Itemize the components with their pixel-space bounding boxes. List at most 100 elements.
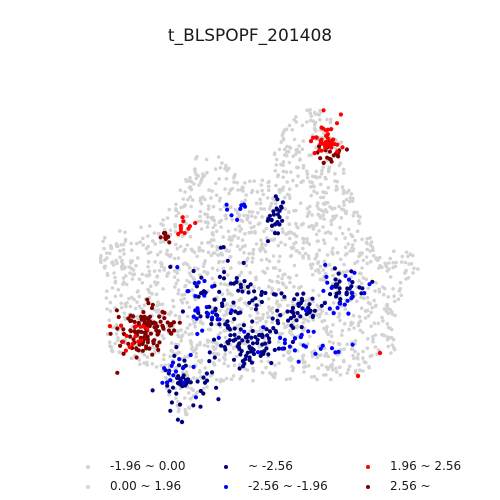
map-point — [301, 236, 305, 241]
map-point — [177, 407, 181, 412]
map-point — [292, 348, 297, 353]
map-point — [101, 239, 105, 244]
map-point — [183, 190, 187, 194]
map-point — [194, 392, 198, 396]
map-point — [392, 299, 397, 304]
map-point — [301, 139, 306, 143]
map-point — [168, 264, 173, 269]
map-point — [276, 173, 280, 177]
map-point — [310, 350, 314, 355]
map-point — [108, 331, 113, 336]
map-point — [350, 243, 355, 247]
map-point — [323, 145, 328, 151]
map-point — [301, 354, 305, 359]
map-point — [229, 304, 233, 309]
map-point — [202, 261, 207, 266]
map-point — [187, 305, 192, 310]
map-point — [310, 180, 315, 185]
map-point — [321, 213, 326, 217]
map-point — [152, 269, 157, 273]
map-point — [295, 249, 299, 253]
map-point — [141, 243, 146, 247]
map-point — [346, 311, 351, 316]
map-point — [206, 215, 210, 219]
map-point — [297, 251, 302, 255]
map-point — [341, 188, 346, 193]
map-point — [216, 397, 221, 402]
map-point — [339, 216, 344, 220]
map-point — [340, 328, 345, 333]
map-point — [177, 376, 182, 381]
map-point — [333, 294, 339, 299]
map-point — [166, 253, 171, 257]
map-point — [255, 311, 260, 316]
map-point — [221, 276, 227, 281]
map-point — [211, 204, 216, 209]
map-point — [173, 222, 177, 227]
map-point — [334, 237, 339, 241]
map-point — [129, 248, 134, 252]
map-point — [151, 239, 155, 243]
map-point — [121, 327, 126, 332]
map-point — [154, 282, 158, 287]
map-point — [339, 333, 344, 337]
map-point — [360, 251, 365, 255]
map-point — [351, 213, 356, 218]
map-point — [206, 250, 211, 255]
map-point — [257, 303, 262, 307]
map-point — [294, 115, 298, 119]
map-point — [320, 319, 324, 324]
map-point — [271, 209, 276, 214]
map-point — [285, 215, 290, 220]
map-point — [313, 256, 318, 261]
map-point — [298, 158, 302, 162]
map-point — [282, 337, 287, 342]
map-point — [105, 307, 109, 311]
map-point — [333, 146, 338, 151]
map-point — [124, 274, 128, 278]
map-point — [273, 363, 277, 368]
map-point — [388, 256, 393, 261]
map-point — [387, 261, 391, 265]
map-point — [349, 284, 354, 289]
map-point — [121, 351, 126, 356]
map-point — [140, 307, 144, 311]
map-point — [303, 344, 308, 349]
map-point — [205, 170, 209, 175]
legend-marker-neutral-pos — [86, 485, 90, 489]
map-point — [172, 269, 177, 273]
map-point — [224, 249, 229, 253]
map-point — [201, 386, 206, 391]
map-point — [224, 177, 229, 181]
map-point — [130, 341, 135, 347]
map-point — [292, 117, 297, 122]
map-point — [287, 187, 292, 191]
map-point — [280, 297, 285, 302]
map-point — [247, 300, 252, 305]
map-point — [320, 363, 324, 367]
map-point — [175, 271, 179, 275]
map-point — [294, 208, 298, 213]
map-point — [371, 253, 376, 258]
map-point — [294, 273, 299, 278]
map-point — [251, 256, 255, 261]
map-point — [373, 345, 378, 349]
map-point — [378, 263, 382, 268]
map-point — [234, 279, 239, 284]
map-point — [115, 244, 119, 248]
map-point — [290, 128, 295, 132]
map-point — [318, 182, 323, 187]
map-point — [279, 240, 283, 245]
map-point — [275, 221, 280, 226]
map-point — [251, 247, 256, 252]
map-point — [237, 330, 242, 335]
legend-item-0-196: 0.00 ~ 1.96 — [86, 479, 181, 493]
map-point — [158, 235, 163, 240]
map-point — [185, 373, 190, 378]
map-point — [396, 297, 401, 302]
map-point — [161, 287, 165, 291]
map-point — [305, 120, 309, 124]
map-point — [343, 210, 348, 215]
map-point — [224, 312, 229, 316]
map-point — [316, 212, 321, 217]
